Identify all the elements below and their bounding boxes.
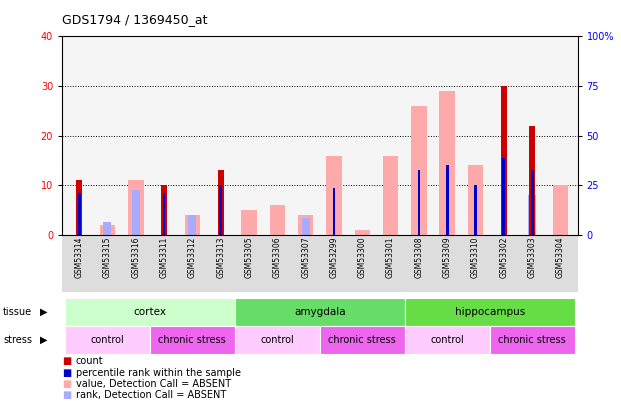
Bar [184,215,200,235]
Text: percentile rank within the sample: percentile rank within the sample [76,368,241,377]
Bar [355,230,370,235]
Bar [501,86,507,235]
Bar [270,205,285,235]
Bar [132,190,140,235]
Text: control: control [260,335,294,345]
Bar [411,106,427,235]
Text: control: control [430,335,464,345]
Text: cortex: cortex [134,307,166,317]
Bar [298,215,314,235]
Text: ▶: ▶ [40,335,48,345]
Bar [219,185,222,235]
Text: rank, Detection Call = ABSENT: rank, Detection Call = ABSENT [76,390,226,400]
Bar [383,156,399,235]
Bar [217,171,224,235]
Bar [531,171,533,235]
Bar [188,215,196,235]
Bar [104,222,111,235]
Bar [326,156,342,235]
Bar [163,193,165,235]
Bar [302,217,310,235]
Bar [78,193,81,235]
Bar [417,171,420,235]
Bar [128,180,143,235]
Bar [528,195,536,235]
Bar [446,165,448,235]
Text: chronic stress: chronic stress [329,335,396,345]
Text: chronic stress: chronic stress [498,335,566,345]
Bar [474,185,477,235]
Bar [161,185,167,235]
Text: ■: ■ [62,356,71,366]
Bar [502,158,505,235]
Text: ■: ■ [62,379,71,389]
Bar [440,91,455,235]
Bar [99,225,116,235]
Text: amygdala: amygdala [294,307,346,317]
Text: chronic stress: chronic stress [158,335,226,345]
Bar [468,165,483,235]
Text: count: count [76,356,103,366]
Bar [241,210,257,235]
Text: ■: ■ [62,390,71,400]
Text: stress: stress [3,335,32,345]
Text: control: control [91,335,124,345]
Bar [76,180,82,235]
Text: ▶: ▶ [40,307,48,317]
Bar [529,126,535,235]
Text: GDS1794 / 1369450_at: GDS1794 / 1369450_at [62,13,207,26]
Text: value, Detection Call = ABSENT: value, Detection Call = ABSENT [76,379,231,389]
Bar [553,185,568,235]
Text: tissue: tissue [3,307,32,317]
Text: ■: ■ [62,368,71,377]
Bar [333,188,335,235]
Text: hippocampus: hippocampus [455,307,525,317]
